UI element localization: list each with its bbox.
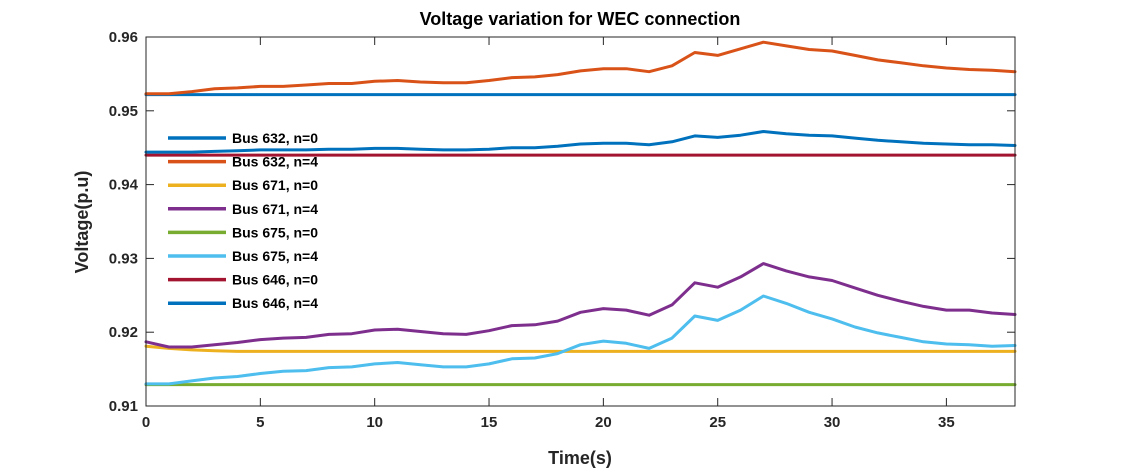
y-tick-label: 0.94 — [109, 177, 139, 194]
series-line-3 — [144, 262, 1017, 349]
legend-label-0: Bus 632, n=0 — [232, 130, 318, 146]
series-line-7 — [144, 130, 1017, 154]
y-tick-label: 0.96 — [109, 29, 138, 46]
y-tick-label: 0.91 — [109, 398, 138, 415]
plot-area — [144, 40, 1017, 387]
x-tick-label: 30 — [824, 414, 841, 431]
x-tick-label: 0 — [142, 414, 150, 431]
series-line-5 — [144, 294, 1017, 386]
legend-label-3: Bus 671, n=4 — [232, 201, 318, 217]
x-tick-label: 10 — [366, 414, 383, 431]
chart-title: Voltage variation for WEC connection — [420, 9, 741, 29]
legend-label-2: Bus 671, n=0 — [232, 177, 318, 193]
x-tick-label: 15 — [481, 414, 498, 431]
x-axis-label: Time(s) — [548, 448, 612, 468]
series-line-2 — [144, 344, 1017, 353]
x-tick-label: 25 — [709, 414, 726, 431]
axes-box — [145, 36, 1016, 407]
x-tick-label: 5 — [256, 414, 264, 431]
legend-label-7: Bus 646, n=4 — [232, 295, 318, 311]
y-tick-label: 0.95 — [109, 103, 138, 120]
legend-label-4: Bus 675, n=0 — [232, 224, 318, 240]
legend-label-6: Bus 646, n=0 — [232, 272, 318, 288]
legend-label-5: Bus 675, n=4 — [232, 248, 318, 264]
axes: 0 5 10 15 20 25 30 35 0.91 0.92 0.93 0.94 0.95 0.96 — [109, 29, 1016, 431]
series-line-1 — [144, 40, 1017, 96]
y-tick-label: 0.92 — [109, 324, 138, 341]
y-tick-label: 0.93 — [109, 250, 138, 267]
x-tick-label: 20 — [595, 414, 612, 431]
x-tick-label: 35 — [938, 414, 955, 431]
legend-label-1: Bus 632, n=4 — [232, 154, 318, 170]
legend: Bus 632, n=0 Bus 632, n=4 Bus 671, n=0 Bus … — [168, 130, 318, 311]
y-axis-label: Voltage(p.u) — [72, 171, 92, 274]
